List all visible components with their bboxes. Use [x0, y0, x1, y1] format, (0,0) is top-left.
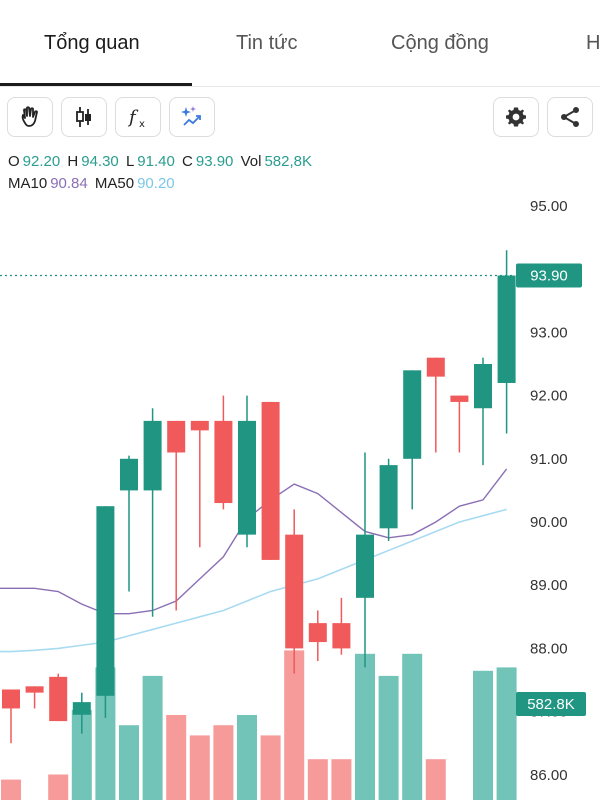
candle-body	[72, 702, 91, 715]
svg-text:x: x	[139, 119, 145, 130]
ai-analysis-button[interactable]	[169, 97, 215, 137]
candle-body	[120, 458, 138, 491]
volume-bar	[284, 650, 305, 800]
candle-body	[25, 686, 44, 693]
candle-body	[214, 420, 233, 504]
candle-body	[403, 370, 422, 459]
share-button[interactable]	[547, 97, 593, 137]
candle-body	[332, 623, 351, 649]
volume-bar	[260, 735, 281, 800]
last-volume-label: 582.8K	[527, 696, 575, 713]
volume-bar	[142, 675, 163, 800]
last-volume-badge	[516, 692, 586, 716]
open-label: O	[8, 153, 20, 170]
indicators-button[interactable]: f x	[115, 97, 161, 137]
volume-bar	[496, 667, 517, 800]
volume-bar	[473, 670, 493, 800]
gear-icon	[506, 107, 526, 127]
candle-body	[261, 401, 280, 560]
ma10-label: MA10	[8, 175, 48, 192]
y-tick-label: 90.00	[530, 514, 568, 531]
hand-pan-icon	[21, 106, 38, 127]
y-tick-label: 88.00	[530, 640, 568, 657]
candle-body	[474, 364, 492, 409]
tab-overview[interactable]: Tổng quan	[44, 32, 140, 54]
volume-bar	[213, 725, 234, 800]
low-value: 91.40	[137, 153, 175, 170]
active-tab-indicator	[0, 83, 192, 86]
volume-bar	[331, 759, 352, 800]
high-label: H	[67, 153, 79, 170]
volume-label: Vol	[240, 153, 262, 170]
candle-body	[379, 465, 398, 529]
chart-type-button[interactable]	[61, 97, 107, 137]
low-label: L	[125, 153, 135, 170]
divider	[0, 86, 600, 87]
price-chart[interactable]: 95.0094.0093.0092.0091.0090.0089.0088.00…	[0, 195, 600, 800]
volume-bar	[189, 735, 210, 800]
ma-legend: MA10 90.84 MA50 90.20	[8, 175, 178, 192]
volume-bar	[237, 715, 257, 800]
ma50-label: MA50	[94, 175, 135, 192]
pan-tool-button[interactable]	[7, 97, 53, 137]
volume-bar	[119, 725, 139, 800]
y-tick-label: 92.00	[530, 388, 568, 405]
tab-news[interactable]: Tin tức	[236, 32, 298, 54]
volume-bar	[48, 774, 69, 800]
tab-bar: Tổng quan Tin tức Cộng đồng H	[0, 0, 600, 87]
volume-bar	[71, 709, 92, 800]
settings-button[interactable]	[493, 97, 539, 137]
tab-community[interactable]: Cộng đồng	[391, 32, 489, 54]
ai-trend-icon	[181, 106, 201, 126]
volume-bar	[355, 653, 375, 800]
volume-bar	[307, 759, 328, 800]
ma50-line	[0, 508, 507, 653]
candle-body	[285, 534, 304, 649]
candle-body	[167, 420, 186, 453]
volume-bar	[402, 653, 423, 800]
close-label: C	[182, 153, 193, 170]
volume-bar	[425, 759, 446, 800]
last-price-badge	[516, 263, 582, 288]
candle-body	[143, 420, 162, 491]
candle-body	[426, 357, 445, 377]
candle-body	[308, 623, 327, 643]
svg-text:f: f	[127, 107, 139, 128]
candle-body	[2, 689, 20, 709]
ma10-value: 90.84	[50, 175, 88, 192]
volume-bar	[1, 779, 21, 800]
candle-body	[497, 275, 516, 383]
candlestick-icon	[76, 107, 91, 127]
y-tick-label: 95.00	[530, 198, 568, 215]
function-icon: f x	[127, 107, 145, 130]
high-value: 94.30	[81, 153, 119, 170]
candle-body	[96, 506, 115, 696]
share-icon	[561, 107, 579, 127]
open-value: 92.20	[22, 153, 61, 170]
close-value: 93.90	[195, 153, 234, 170]
candle-body	[238, 420, 256, 535]
y-tick-label: 93.00	[530, 324, 568, 341]
candle-body	[190, 420, 209, 431]
y-tick-label: 89.00	[530, 577, 568, 594]
ma50-value: 90.20	[137, 175, 175, 192]
candle-body	[49, 676, 68, 722]
volume-value: 582,8K	[264, 153, 312, 170]
y-tick-label: 91.00	[530, 451, 568, 468]
volume-bar	[95, 667, 116, 800]
candle-body	[450, 395, 469, 402]
tab-more[interactable]: H	[586, 32, 600, 54]
last-price-label: 93.90	[530, 268, 568, 285]
volume-bar	[378, 675, 399, 800]
ohlc-legend: O 92.20 H 94.30 L 91.40 C 93.90 Vol 582,8K	[8, 153, 315, 170]
y-tick-label: 86.00	[530, 767, 568, 784]
volume-bar	[166, 715, 187, 800]
candle-body	[356, 534, 374, 598]
